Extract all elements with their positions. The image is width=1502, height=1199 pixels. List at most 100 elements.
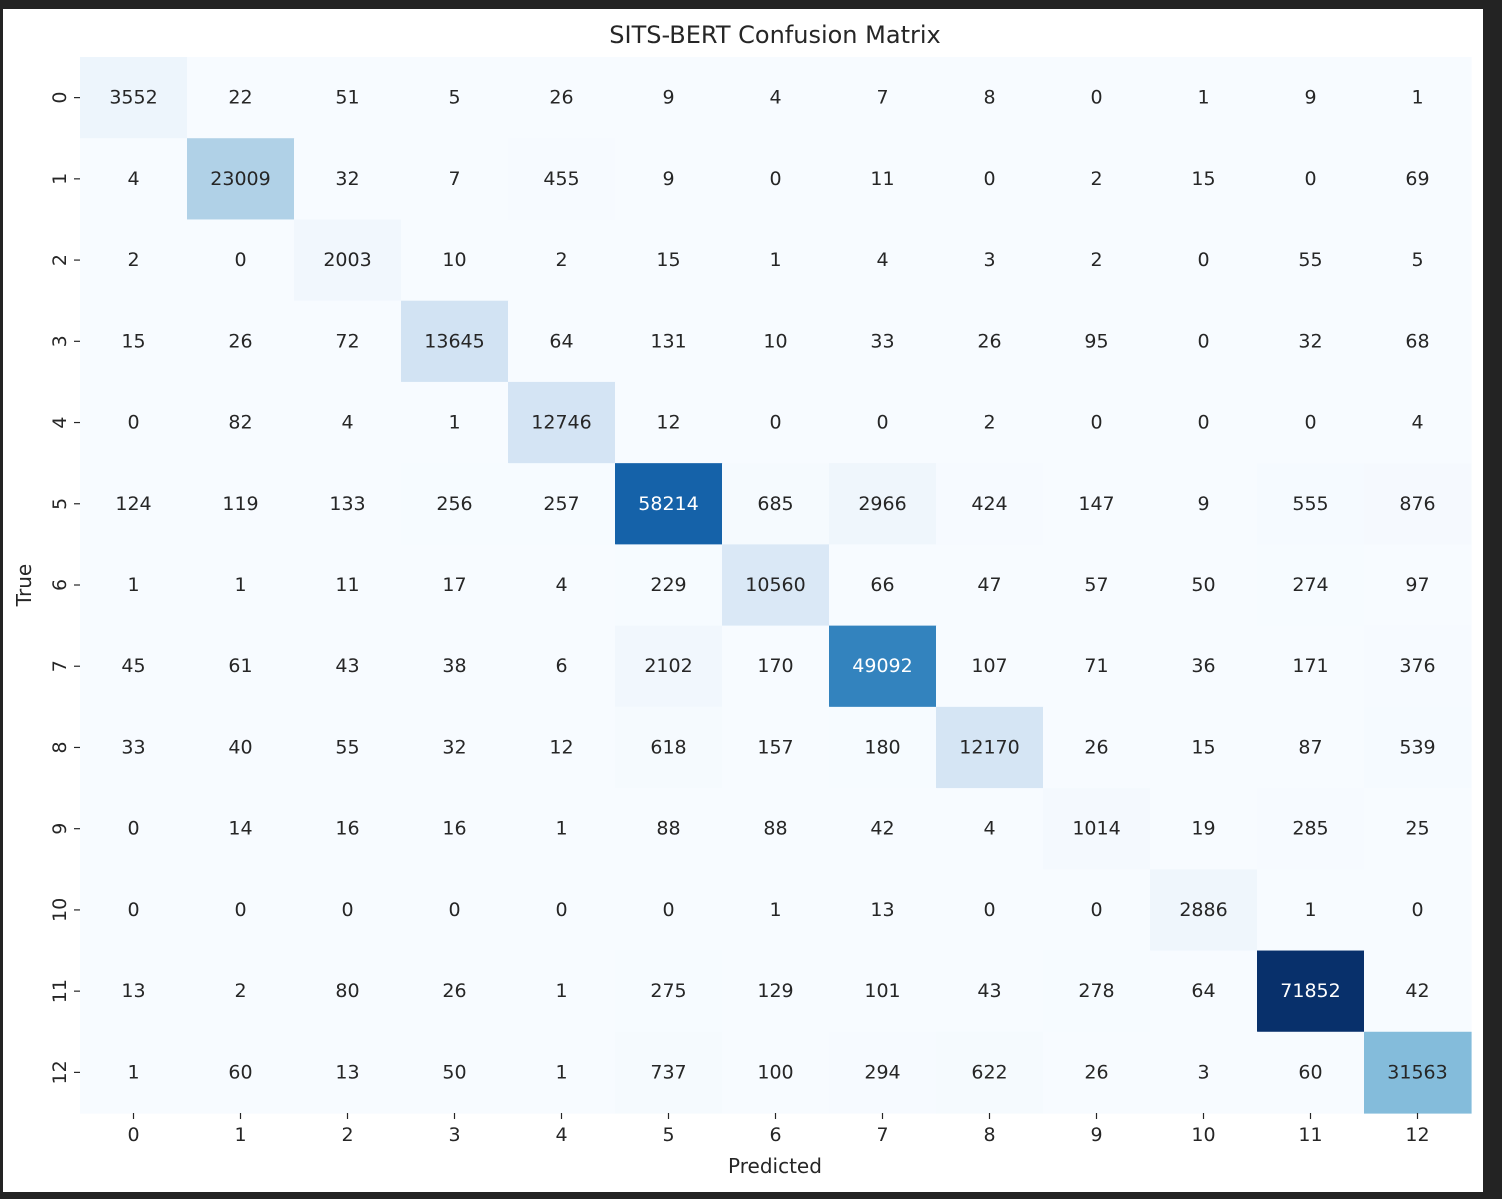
cell-10-0 — [80, 869, 188, 952]
cell-value-3-11: 32 — [1298, 330, 1322, 352]
cell-3-1 — [187, 300, 295, 383]
cell-2-9 — [1043, 219, 1151, 302]
cell-value-4-12: 4 — [1411, 412, 1423, 434]
cell-0-8 — [936, 57, 1044, 139]
cell-12-8 — [936, 1031, 1044, 1114]
cell-value-4-3: 1 — [448, 412, 460, 434]
cell-value-4-4: 12746 — [531, 412, 591, 434]
cell-value-12-6: 100 — [757, 1061, 793, 1083]
cell-3-12 — [1364, 300, 1472, 383]
cell-4-0 — [80, 381, 188, 464]
x-tick-label-11: 11 — [1298, 1124, 1322, 1146]
cell-value-1-12: 69 — [1405, 168, 1429, 190]
cell-value-0-9: 0 — [1090, 87, 1102, 109]
cell-value-0-0: 3552 — [109, 87, 157, 109]
cell-6-1 — [187, 544, 295, 627]
cell-value-9-3: 16 — [442, 818, 466, 840]
cell-8-0 — [80, 706, 188, 789]
cell-2-12 — [1364, 219, 1472, 302]
x-tick-label-12: 12 — [1405, 1124, 1429, 1146]
cell-value-2-10: 0 — [1197, 249, 1209, 271]
cell-10-10 — [1150, 869, 1258, 952]
cell-2-7 — [829, 219, 937, 302]
cell-8-5 — [615, 706, 723, 789]
cell-value-2-4: 2 — [555, 249, 567, 271]
cell-value-9-4: 1 — [555, 818, 567, 840]
cell-3-6 — [722, 300, 830, 383]
cell-value-10-11: 1 — [1304, 899, 1316, 921]
cell-value-9-11: 285 — [1292, 818, 1328, 840]
cell-5-10 — [1150, 463, 1258, 545]
cell-value-7-12: 376 — [1399, 655, 1435, 677]
cell-value-5-5: 58214 — [638, 493, 698, 515]
cell-4-7 — [829, 381, 937, 464]
cell-5-3 — [401, 463, 509, 545]
cell-2-4 — [508, 219, 616, 302]
x-tick-label-9: 9 — [1090, 1124, 1102, 1146]
cell-value-12-9: 26 — [1084, 1061, 1108, 1083]
cell-7-2 — [294, 625, 402, 708]
cell-10-8 — [936, 869, 1044, 952]
cell-8-6 — [722, 706, 830, 789]
cell-value-4-6: 0 — [769, 412, 781, 434]
cell-value-5-2: 133 — [329, 493, 365, 515]
cell-9-7 — [829, 788, 937, 870]
cell-value-7-0: 45 — [121, 655, 145, 677]
cell-11-2 — [294, 950, 402, 1033]
cell-9-5 — [615, 788, 723, 870]
cell-9-11 — [1257, 788, 1365, 870]
cell-10-5 — [615, 869, 723, 952]
y-tick-label-11: 11 — [49, 979, 71, 1003]
cell-value-10-4: 0 — [555, 899, 567, 921]
cell-value-7-3: 38 — [442, 655, 466, 677]
cell-1-2 — [294, 138, 402, 221]
cell-0-3 — [401, 57, 509, 139]
cell-value-1-1: 23009 — [210, 168, 270, 190]
cell-value-8-10: 15 — [1191, 736, 1215, 758]
cell-2-2 — [294, 219, 402, 302]
cell-value-6-7: 66 — [870, 574, 894, 596]
cell-value-1-2: 32 — [335, 168, 359, 190]
cell-5-5 — [615, 463, 723, 545]
cell-value-6-3: 17 — [442, 574, 466, 596]
cell-value-11-0: 13 — [121, 980, 145, 1002]
cell-4-4 — [508, 381, 616, 464]
cell-value-6-4: 4 — [555, 574, 567, 596]
cell-value-9-0: 0 — [127, 818, 139, 840]
cell-8-3 — [401, 706, 509, 789]
cell-value-8-2: 55 — [335, 736, 359, 758]
cell-4-8 — [936, 381, 1044, 464]
cell-8-12 — [1364, 706, 1472, 789]
cell-value-12-5: 737 — [650, 1061, 686, 1083]
cell-value-8-0: 33 — [121, 736, 145, 758]
cell-value-0-5: 9 — [662, 87, 674, 109]
y-tick-label-0: 0 — [49, 92, 71, 104]
cell-value-2-0: 2 — [127, 249, 139, 271]
cell-value-10-2: 0 — [341, 899, 353, 921]
cell-value-8-3: 32 — [442, 736, 466, 758]
cell-value-7-5: 2102 — [644, 655, 692, 677]
cell-5-1 — [187, 463, 295, 545]
cell-9-12 — [1364, 788, 1472, 870]
cell-value-4-7: 0 — [876, 412, 888, 434]
cell-12-4 — [508, 1031, 616, 1114]
cell-value-2-1: 0 — [234, 249, 246, 271]
cell-1-8 — [936, 138, 1044, 221]
cell-11-9 — [1043, 950, 1151, 1033]
cell-5-12 — [1364, 463, 1472, 545]
cell-0-0 — [80, 57, 188, 139]
cell-value-6-12: 97 — [1405, 574, 1429, 596]
cell-4-3 — [401, 381, 509, 464]
cell-value-11-11: 71852 — [1280, 980, 1340, 1002]
cell-4-11 — [1257, 381, 1365, 464]
cell-value-9-1: 14 — [228, 818, 252, 840]
cell-10-1 — [187, 869, 295, 952]
cell-value-6-2: 11 — [335, 574, 359, 596]
cell-value-0-3: 5 — [448, 87, 460, 109]
cell-value-7-2: 43 — [335, 655, 359, 677]
cell-7-0 — [80, 625, 188, 708]
cell-9-2 — [294, 788, 402, 870]
cell-value-1-9: 2 — [1090, 168, 1102, 190]
cell-value-12-3: 50 — [442, 1061, 466, 1083]
